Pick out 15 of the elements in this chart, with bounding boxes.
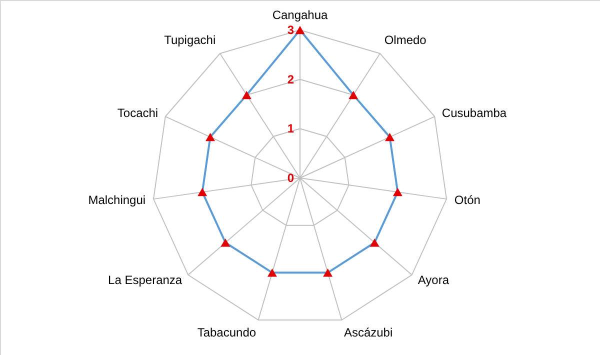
spoke-label: Ascázubi xyxy=(344,326,393,340)
y-tick-label: 0 xyxy=(287,171,294,185)
spoke-label: Cangahua xyxy=(272,8,328,22)
spoke-label: Tupigachi xyxy=(164,32,216,47)
y-tick-label: 1 xyxy=(287,122,294,136)
y-tick-label: 3 xyxy=(287,23,294,37)
spoke-label: Olmedo xyxy=(384,32,427,47)
spoke-label: Otón xyxy=(454,193,480,208)
spoke-label: Malchingui xyxy=(88,193,146,208)
spoke-label: La Esperanza xyxy=(108,273,182,288)
spoke-label: Tabacundo xyxy=(197,326,256,340)
y-tick-label: 2 xyxy=(287,72,294,86)
spoke-label: Tocachi xyxy=(117,106,158,120)
spoke-label: Ayora xyxy=(418,273,450,288)
spoke-label: Cusubamba xyxy=(442,106,507,120)
